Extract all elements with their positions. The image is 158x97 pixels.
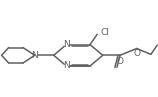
Text: O: O	[133, 49, 140, 58]
Text: O: O	[117, 57, 124, 66]
Text: Cl: Cl	[100, 28, 109, 36]
Text: N: N	[31, 51, 38, 60]
Text: N: N	[63, 40, 70, 49]
Text: N: N	[63, 61, 70, 70]
